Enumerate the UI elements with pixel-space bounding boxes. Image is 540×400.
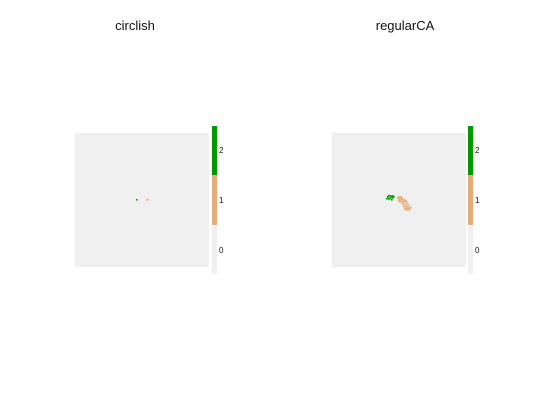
cell-state-1 — [401, 202, 403, 204]
colorbar-segment-2 — [212, 126, 217, 175]
cell-state-1 — [400, 196, 402, 198]
cell-state-1 — [404, 201, 406, 203]
colorbar-label-2: 2 — [475, 146, 480, 155]
cell-state-1 — [410, 207, 412, 209]
colorbar-segment-0 — [212, 225, 217, 274]
cell-state-2 — [388, 195, 390, 197]
cell-state-2 — [389, 198, 391, 200]
colorbar-label-1: 1 — [475, 196, 480, 205]
cell-state-1 — [402, 204, 404, 206]
cell-state-2 — [391, 196, 393, 198]
cell-state-1 — [399, 197, 401, 199]
cell-state-1 — [400, 200, 402, 202]
colorbar-label-1: 1 — [219, 196, 224, 205]
cell-state-1 — [403, 200, 405, 202]
cell-state-1 — [408, 205, 410, 207]
colorbar-segment-0 — [468, 225, 473, 274]
cell-state-1 — [402, 201, 404, 203]
cell-state-1 — [406, 205, 408, 207]
cell-state-1 — [147, 199, 149, 201]
cell-state-2 — [387, 196, 389, 198]
colorbar-segment-1 — [212, 175, 217, 225]
cell-state-1 — [408, 208, 410, 210]
cell-state-1 — [402, 198, 404, 200]
colorbar-segment-1 — [468, 175, 473, 225]
colorbar-label-2: 2 — [219, 146, 224, 155]
colorbar-label-0: 0 — [219, 246, 224, 255]
grid-cells — [136, 199, 149, 201]
cell-state-1 — [409, 207, 411, 209]
cell-state-1 — [401, 197, 403, 199]
grid-map — [332, 133, 466, 267]
cell-state-2 — [392, 197, 394, 199]
panel-regularca: regularCA 2 1 0 — [270, 0, 540, 400]
cell-state-1 — [406, 201, 408, 203]
cell-state-1 — [406, 208, 408, 210]
panel-title: regularCA — [375, 18, 435, 33]
cell-state-1 — [407, 209, 409, 211]
cell-state-2 — [393, 196, 395, 198]
cell-state-2 — [389, 195, 391, 197]
panel-circlish: circlish 2 1 0 — [75, 18, 224, 274]
cell-state-1 — [403, 206, 405, 208]
cell-state-1 — [405, 206, 407, 208]
cell-state-2 — [387, 197, 389, 199]
colorbar — [212, 126, 217, 274]
cell-state-2 — [391, 199, 393, 201]
cell-state-2 — [136, 199, 138, 201]
cell-state-1 — [398, 196, 400, 198]
cell-state-1 — [403, 203, 405, 205]
cell-state-1 — [401, 199, 403, 201]
cell-state-1 — [404, 205, 406, 207]
cell-state-1 — [397, 197, 399, 199]
cell-state-2 — [390, 195, 392, 197]
colorbar-label-0: 0 — [475, 246, 480, 255]
cell-state-1 — [398, 198, 400, 200]
grid-cells — [386, 195, 412, 211]
cell-state-1 — [399, 199, 401, 201]
cell-state-2 — [392, 195, 394, 197]
cell-state-1 — [404, 199, 406, 201]
panel-title: circlish — [115, 18, 155, 33]
cell-state-1 — [400, 198, 402, 200]
cell-state-1 — [399, 201, 401, 203]
cell-state-1 — [146, 199, 148, 201]
cell-state-1 — [407, 207, 409, 209]
cell-state-1 — [404, 208, 406, 210]
cell-state-1 — [398, 200, 400, 202]
colorbar-segment-2 — [468, 126, 473, 175]
cell-state-2 — [388, 198, 390, 200]
colorbar — [468, 126, 473, 274]
cell-state-1 — [405, 209, 407, 211]
cell-state-2 — [386, 198, 388, 200]
cell-state-1 — [407, 203, 409, 205]
cell-state-1 — [409, 209, 411, 211]
cell-state-1 — [405, 203, 407, 205]
cell-state-2 — [390, 197, 392, 199]
cell-state-1 — [405, 200, 407, 202]
grid-map — [75, 133, 209, 267]
